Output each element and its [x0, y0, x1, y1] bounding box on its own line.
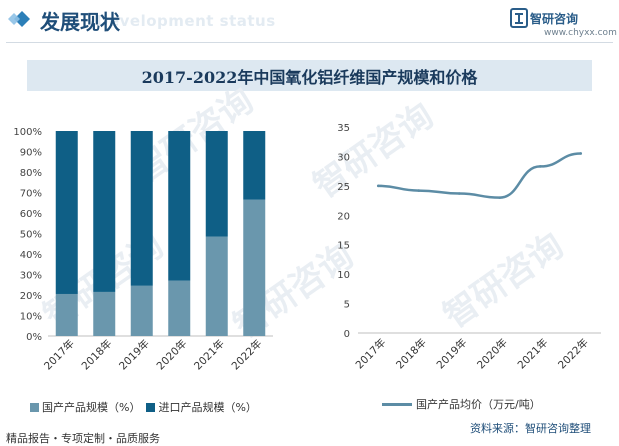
line-legend: 国产产品均价（万元/吨） [382, 396, 541, 412]
bar-y-tick-label: 30% [20, 271, 42, 282]
header-diamond-icon [8, 11, 30, 27]
bar-domestic [55, 293, 78, 336]
line-y-tick-label: 25 [337, 182, 350, 193]
line-y-tick-label: 35 [337, 123, 350, 134]
stacked-bar-chart: 0%10%20%30%40%50%60%70%80%90%100%2017年 20… [13, 127, 273, 372]
chart-title: 2017-2022年中国氧化铝纤维国产规模和价格 [141, 67, 478, 87]
bar-y-tick-label: 40% [20, 250, 42, 261]
bar-import [168, 131, 191, 281]
logo-url: www.chyxx.com [544, 28, 617, 38]
price-line [378, 152, 581, 199]
bar-x-tick-label: 2019年 [116, 337, 152, 373]
bar-domestic [93, 291, 116, 336]
line-y-tick-label: 0 [344, 329, 350, 340]
line-x-tick-label: 2021年 [515, 336, 551, 372]
price-point [417, 189, 421, 192]
watermark-text: 智研咨询 [437, 226, 571, 337]
price-point [498, 196, 502, 199]
legend-label-domestic: 国产产品规模（%） [42, 401, 141, 414]
legend-swatch-import [146, 402, 156, 412]
price-point [538, 165, 542, 168]
bar-import [243, 131, 266, 200]
legend-label-price: 国产产品均价（万元/吨） [416, 398, 541, 411]
bar-x-tick-label: 2018年 [79, 337, 115, 373]
bar-import [55, 131, 78, 294]
line-y-tick-label: 20 [337, 211, 350, 222]
header: Development status 发展现状 智研咨询 www.chyxx.c… [0, 0, 619, 44]
bar-domestic [168, 280, 191, 336]
footer-source: 资料来源：智研咨询整理 [470, 422, 591, 435]
line-x-tick-label: 2022年 [555, 336, 591, 372]
bar-y-tick-label: 0% [26, 332, 42, 343]
line-y-tick-label: 15 [337, 241, 350, 252]
legend-swatch-domestic [30, 402, 39, 412]
legend-line-price [382, 402, 412, 406]
line-y-tick-label: 30 [337, 152, 350, 163]
bar-domestic [205, 236, 228, 336]
price-point [579, 152, 583, 155]
line-x-tick-label: 2018年 [393, 336, 429, 372]
header-title: 发展现状 [40, 10, 120, 34]
bar-y-tick-label: 80% [20, 168, 42, 179]
bar-y-tick-label: 10% [20, 312, 42, 323]
line-x-tick-label: 2017年 [353, 336, 389, 372]
bar-y-tick-label: 50% [20, 230, 42, 241]
logo-icon [510, 8, 528, 28]
chart-title-banner: 2017-2022年中国氧化铝纤维国产规模和价格 [27, 60, 592, 91]
watermark-layer: 智研咨询智研咨询智研咨询智研咨询智研咨询 [37, 81, 571, 347]
bar-import [93, 131, 116, 292]
line-y-tick-label: 5 [344, 300, 350, 311]
line-y-tick-label: 10 [337, 270, 350, 281]
bar-x-tick-label: 2017年 [41, 337, 77, 373]
line-x-tick-label: 2020年 [474, 336, 510, 372]
legend-label-import: 进口产品规模（%） [158, 401, 257, 414]
bar-import [130, 131, 153, 286]
header-rule [6, 42, 613, 43]
bar-y-tick-label: 100% [13, 127, 42, 138]
bar-y-tick-label: 90% [20, 148, 42, 159]
logo-name: 智研咨询 [530, 12, 579, 26]
price-point [376, 184, 380, 188]
bar-y-tick-label: 70% [20, 189, 42, 200]
header-ghost-text: Development status [96, 12, 276, 30]
bar-domestic [243, 199, 266, 336]
price-point [457, 192, 461, 195]
bar-x-tick-label: 2020年 [154, 337, 190, 373]
bar-x-tick-label: 2021年 [191, 337, 227, 373]
bar-y-tick-label: 20% [20, 291, 42, 302]
bar-y-tick-label: 60% [20, 209, 42, 220]
footer-tagline: 精品报告・专项定制・品质服务 [6, 432, 160, 445]
bar-legend: 国产产品规模（%） 进口产品规模（%） [30, 399, 257, 415]
line-x-tick-label: 2019年 [434, 336, 470, 372]
bar-import [205, 131, 228, 237]
bar-domestic [130, 285, 153, 336]
